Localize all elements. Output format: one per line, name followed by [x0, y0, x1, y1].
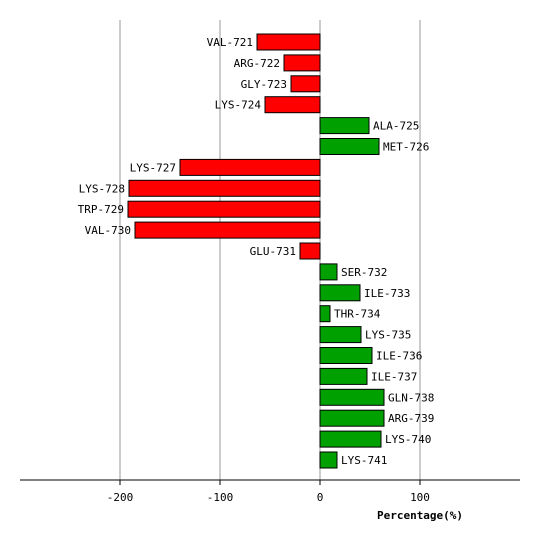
bar-label: GLY-723 [241, 78, 287, 91]
bar-label: LYS-740 [385, 433, 431, 446]
x-axis-ticks: -200 -100 0 100 [107, 480, 430, 504]
bar-label: ARG-722 [234, 57, 280, 70]
bar-label: LYS-728 [79, 182, 125, 195]
bar-label: LYS-724 [215, 99, 262, 112]
bar-label: VAL-721 [207, 36, 253, 49]
bar-label: ILE-733 [364, 287, 410, 300]
bar-lys-735 [319, 326, 362, 344]
bars [127, 33, 385, 469]
bar-label: VAL-730 [85, 224, 131, 237]
bar-ile-737 [319, 367, 368, 385]
bar-lys-741 [319, 451, 338, 469]
bar-ile-733 [319, 284, 361, 302]
bar-arg-739 [319, 409, 385, 427]
bar-label: LYS-735 [365, 329, 411, 342]
bar-ser-732 [319, 263, 338, 281]
bar-label: LYS-741 [341, 454, 387, 467]
bar-label: TRP-729 [78, 203, 124, 216]
bar-thr-734 [319, 305, 331, 323]
bar-ile-736 [319, 347, 373, 364]
bar-label: GLN-738 [388, 391, 434, 404]
bar-label: GLU-731 [250, 245, 296, 258]
bar-val-730 [134, 221, 321, 239]
bar-label: ILE-737 [371, 370, 417, 383]
bar-val-721 [256, 33, 321, 51]
bar-lys-724 [264, 96, 321, 114]
bar-lys-740 [319, 430, 382, 448]
bar-glu-731 [299, 242, 321, 260]
bar-label: SER-732 [341, 266, 387, 279]
bar-lys-727 [179, 158, 321, 176]
x-axis-title: Percentage(%) [377, 509, 463, 522]
bar-label: ALA-725 [373, 120, 419, 133]
bar-lys-728 [128, 179, 321, 197]
x-tick-label: -100 [207, 491, 234, 504]
bar-label: THR-734 [334, 308, 381, 321]
bar-gln-738 [319, 388, 385, 406]
bar-trp-729 [127, 200, 321, 218]
x-tick-label: 0 [317, 491, 324, 504]
bar-label: MET-726 [383, 141, 429, 154]
bar-arg-722 [283, 54, 321, 72]
bar-gly-723 [290, 75, 321, 93]
x-tick-label: 100 [410, 491, 430, 504]
bar-met-726 [319, 138, 380, 155]
bar-labels: VAL-721 ARG-722 GLY-723 LYS-724 ALA-725 MET-7… [78, 36, 435, 467]
bar-label: ILE-736 [376, 350, 422, 363]
bar-ala-725 [319, 117, 370, 135]
bar-label: ARG-739 [388, 412, 434, 425]
x-tick-label: -200 [107, 491, 134, 504]
bar-label: LYS-727 [130, 161, 176, 174]
